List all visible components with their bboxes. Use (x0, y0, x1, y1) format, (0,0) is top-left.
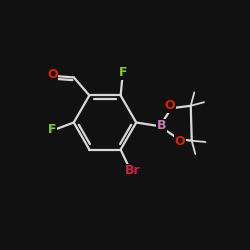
Text: Br: Br (125, 164, 141, 177)
Text: F: F (119, 66, 128, 80)
Text: O: O (175, 135, 185, 148)
Text: O: O (47, 68, 58, 81)
Text: O: O (165, 99, 175, 112)
Text: B: B (156, 119, 166, 132)
Text: F: F (48, 123, 56, 136)
